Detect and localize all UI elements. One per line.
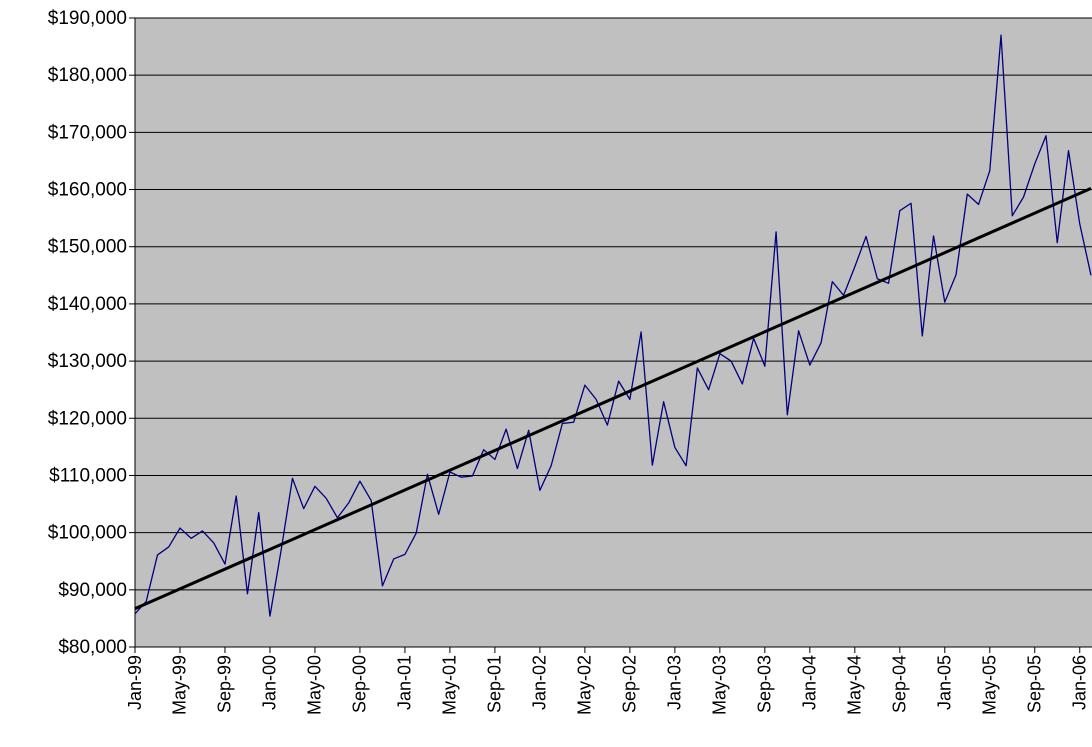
x-tick-label: May-01 [440, 655, 460, 715]
x-tick-label: May-00 [305, 655, 325, 715]
y-tick-label: $140,000 [48, 294, 127, 315]
y-tick-label: $180,000 [48, 65, 127, 86]
x-tick-label: Jan-99 [125, 655, 145, 710]
x-tick-label: Jan-01 [395, 655, 415, 710]
x-tick-label: Sep-99 [215, 655, 235, 713]
x-tick-label: May-04 [845, 655, 865, 715]
x-tick-label: Jan-03 [665, 655, 685, 710]
y-tick-label: $150,000 [48, 237, 127, 258]
y-tick-label: $120,000 [48, 408, 127, 429]
x-tick-label: Jan-00 [260, 655, 280, 710]
x-tick-label: May-99 [170, 655, 190, 715]
x-tick-label: Jan-05 [935, 655, 955, 710]
y-tick-label: $90,000 [58, 580, 127, 601]
x-tick-label: Jan-02 [530, 655, 550, 710]
x-tick-label: Sep-02 [620, 655, 640, 713]
plot-marks [135, 34, 1092, 617]
plot-area [134, 17, 1092, 648]
y-tick-label: $190,000 [48, 8, 127, 29]
data-line [135, 34, 1092, 617]
x-tick-label: Sep-03 [755, 655, 775, 713]
x-tick-label: Jan-04 [800, 655, 820, 710]
y-tick-label: $130,000 [48, 351, 127, 372]
x-tick-label: Sep-05 [1025, 655, 1045, 713]
x-tick-label: May-03 [710, 655, 730, 715]
y-tick-label: $100,000 [48, 523, 127, 544]
y-tick-label: $160,000 [48, 180, 127, 201]
x-tick-label: May-02 [575, 655, 595, 715]
x-tick-label: Sep-00 [350, 655, 370, 713]
y-tick-label: $110,000 [49, 465, 127, 486]
x-tick-label: May-05 [980, 655, 1000, 715]
y-tick-label: $80,000 [58, 637, 127, 658]
x-tick-label: Jan-06 [1070, 655, 1090, 710]
x-tick-label: Sep-01 [485, 655, 505, 713]
trend-line [135, 187, 1092, 611]
y-tick-label: $170,000 [48, 122, 127, 143]
x-tick-label: Sep-04 [890, 655, 910, 713]
